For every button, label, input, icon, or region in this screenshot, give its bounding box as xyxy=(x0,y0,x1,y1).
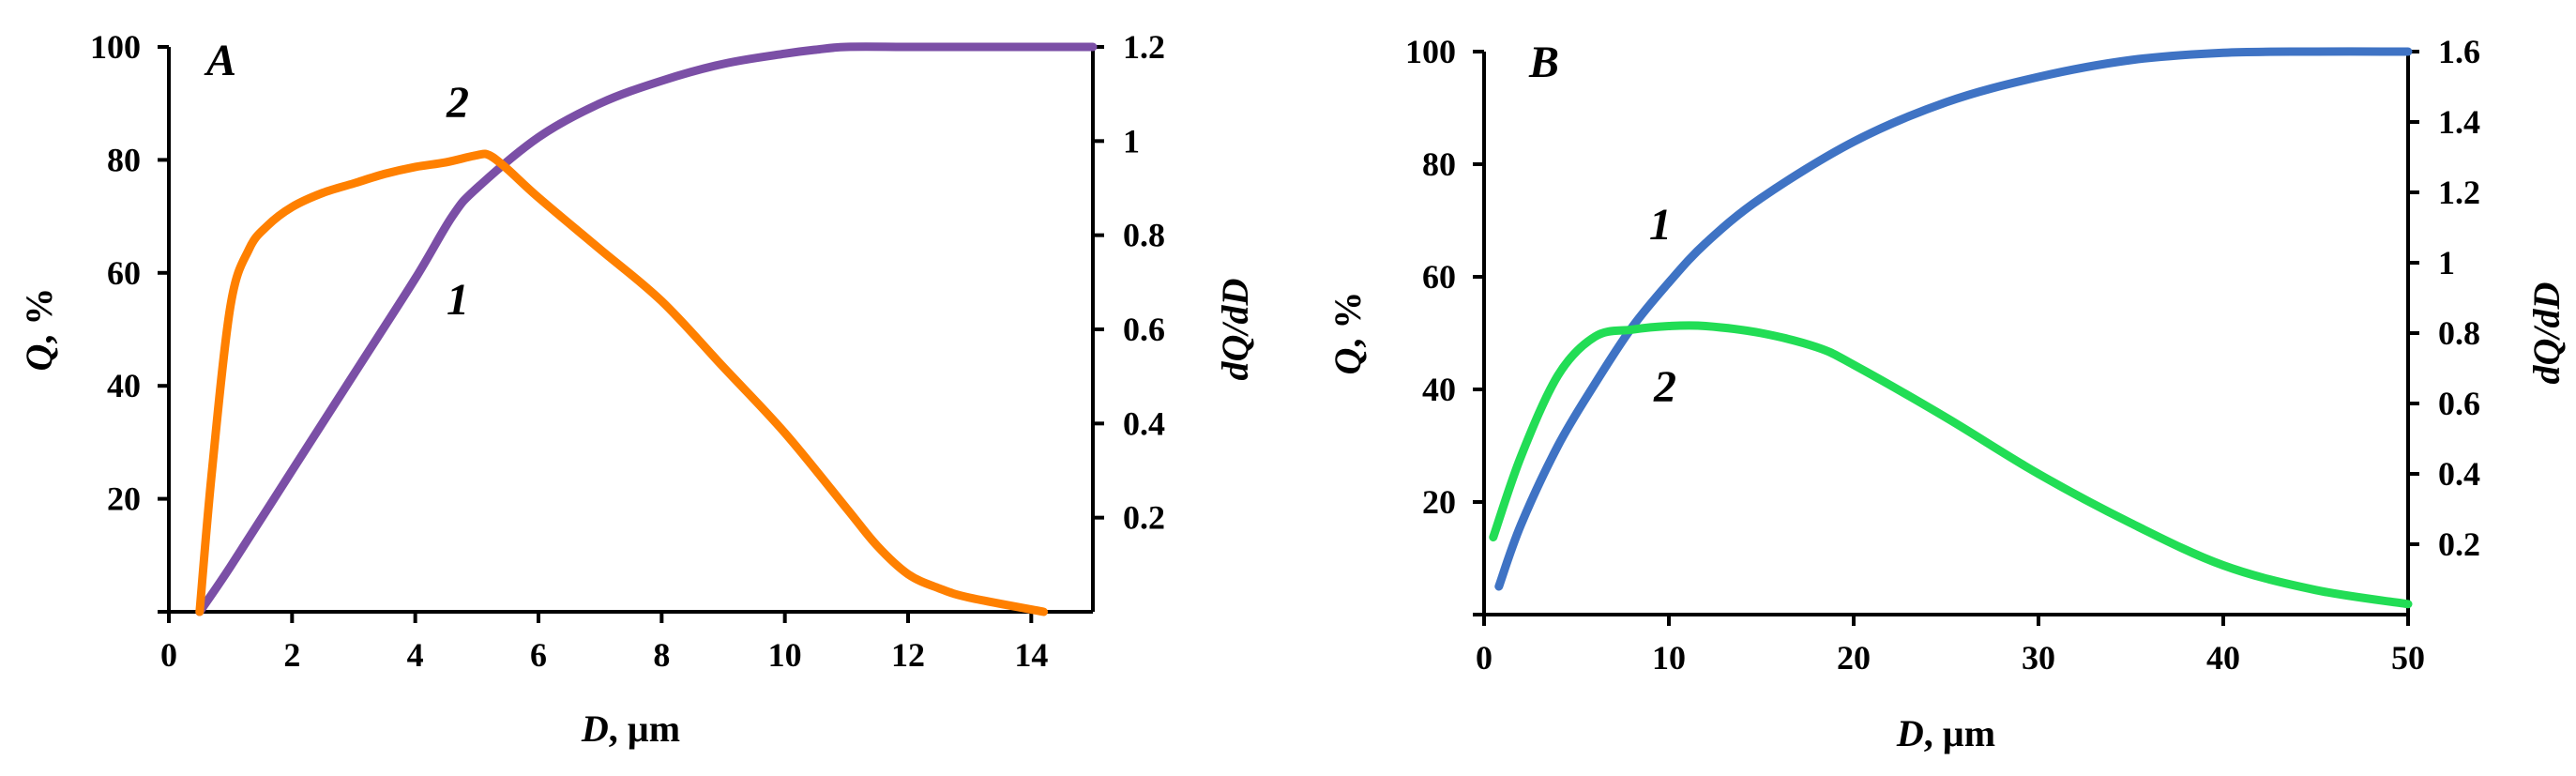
x-tick-label: 10 xyxy=(768,636,802,674)
y2-tick-label: 1.2 xyxy=(1123,28,1165,66)
y-tick-label: 40 xyxy=(107,367,141,404)
y-axis-title-unit: , % xyxy=(18,288,60,344)
x-tick-label: 20 xyxy=(1837,639,1871,677)
x-tick-label: 8 xyxy=(653,636,670,674)
curve-label-1: 1 xyxy=(1649,200,1672,250)
chart-panel-b: 0 10 20 30 40 50 20 40 60 80 100 0.2 0.4 0.6 0.8 1 1.2 1.… xyxy=(1326,33,2568,754)
x-axis-title: D, µm xyxy=(1896,712,1995,754)
x-tick-label: 0 xyxy=(160,636,177,674)
curve-label-1: 1 xyxy=(447,275,469,325)
series-line-2 xyxy=(195,149,1048,616)
y2-tick-label: 1 xyxy=(2438,244,2455,281)
y2-tick-label: 0.6 xyxy=(2438,385,2480,422)
x-axis-title-unit: , µm xyxy=(1924,712,1995,754)
series-line-1 xyxy=(1494,47,2413,591)
y2-tick-label: 1.6 xyxy=(2438,33,2480,70)
y-tick-label: 100 xyxy=(90,28,141,66)
series-line-1 xyxy=(195,42,1098,616)
y2-tick-label: 0.8 xyxy=(2438,314,2480,352)
y-tick-label: 100 xyxy=(1405,33,1456,70)
x-axis-title-symbol: D xyxy=(1896,712,1924,754)
y-tick-label: 60 xyxy=(1422,258,1456,296)
curve-label-2: 2 xyxy=(446,78,469,128)
y2-axis-title: dQ/dD xyxy=(2525,282,2568,385)
x-tick-label: 0 xyxy=(1476,639,1493,677)
y-axis-title: Q, % xyxy=(1326,292,1369,375)
x-tick-label: 2 xyxy=(283,636,300,674)
x-tick-label: 50 xyxy=(2391,639,2425,677)
y-tick-label: 40 xyxy=(1422,371,1456,408)
y2-tick-label: 0.4 xyxy=(1123,404,1165,442)
y-tick-label: 20 xyxy=(1422,483,1456,521)
y-tick-label: 60 xyxy=(107,254,141,292)
panel-letter: B xyxy=(1528,38,1559,87)
y2-tick-label: 0.2 xyxy=(2438,525,2480,563)
y2-tick-label: 0.8 xyxy=(1123,217,1165,254)
x-tick-label: 12 xyxy=(891,636,925,674)
series-line-2 xyxy=(1489,321,2413,609)
y2-tick-label: 1.4 xyxy=(2438,103,2480,141)
y2-tick-label: 0.2 xyxy=(1123,499,1165,537)
x-tick-label: 40 xyxy=(2206,639,2240,677)
y2-tick-label: 1.2 xyxy=(2438,174,2480,211)
y2-tick-label: 1 xyxy=(1123,122,1140,160)
x-tick-label: 10 xyxy=(1652,639,1686,677)
y-axis-title-symbol: Q xyxy=(1326,348,1369,375)
x-tick-label: 6 xyxy=(530,636,547,674)
x-axis-title: D, µm xyxy=(581,708,680,750)
x-tick-label: 30 xyxy=(2022,639,2055,677)
y-axis-title: Q, % xyxy=(18,288,60,372)
x-tick-label: 4 xyxy=(407,636,424,674)
y-axis-title-unit: , % xyxy=(1326,292,1369,348)
x-tick-label: 14 xyxy=(1014,636,1048,674)
chart-panel-a: 0 2 4 6 8 10 12 14204060801000.20.40.60.811.2D,… xyxy=(18,28,1256,750)
x-axis-title-symbol: D xyxy=(581,708,609,750)
x-axis-title-unit: , µm xyxy=(609,708,680,750)
y2-tick-label: 0.4 xyxy=(2438,455,2480,493)
y-axis-title-symbol: Q xyxy=(18,344,60,372)
curve-label-2: 2 xyxy=(1653,362,1676,412)
y-tick-label: 80 xyxy=(107,141,141,178)
panel-letter: A xyxy=(204,36,236,85)
y2-tick-label: 0.6 xyxy=(1123,311,1165,348)
y-tick-label: 20 xyxy=(107,480,141,518)
y-tick-label: 80 xyxy=(1422,145,1456,183)
y2-axis-title: dQ/dD xyxy=(1214,279,1256,381)
